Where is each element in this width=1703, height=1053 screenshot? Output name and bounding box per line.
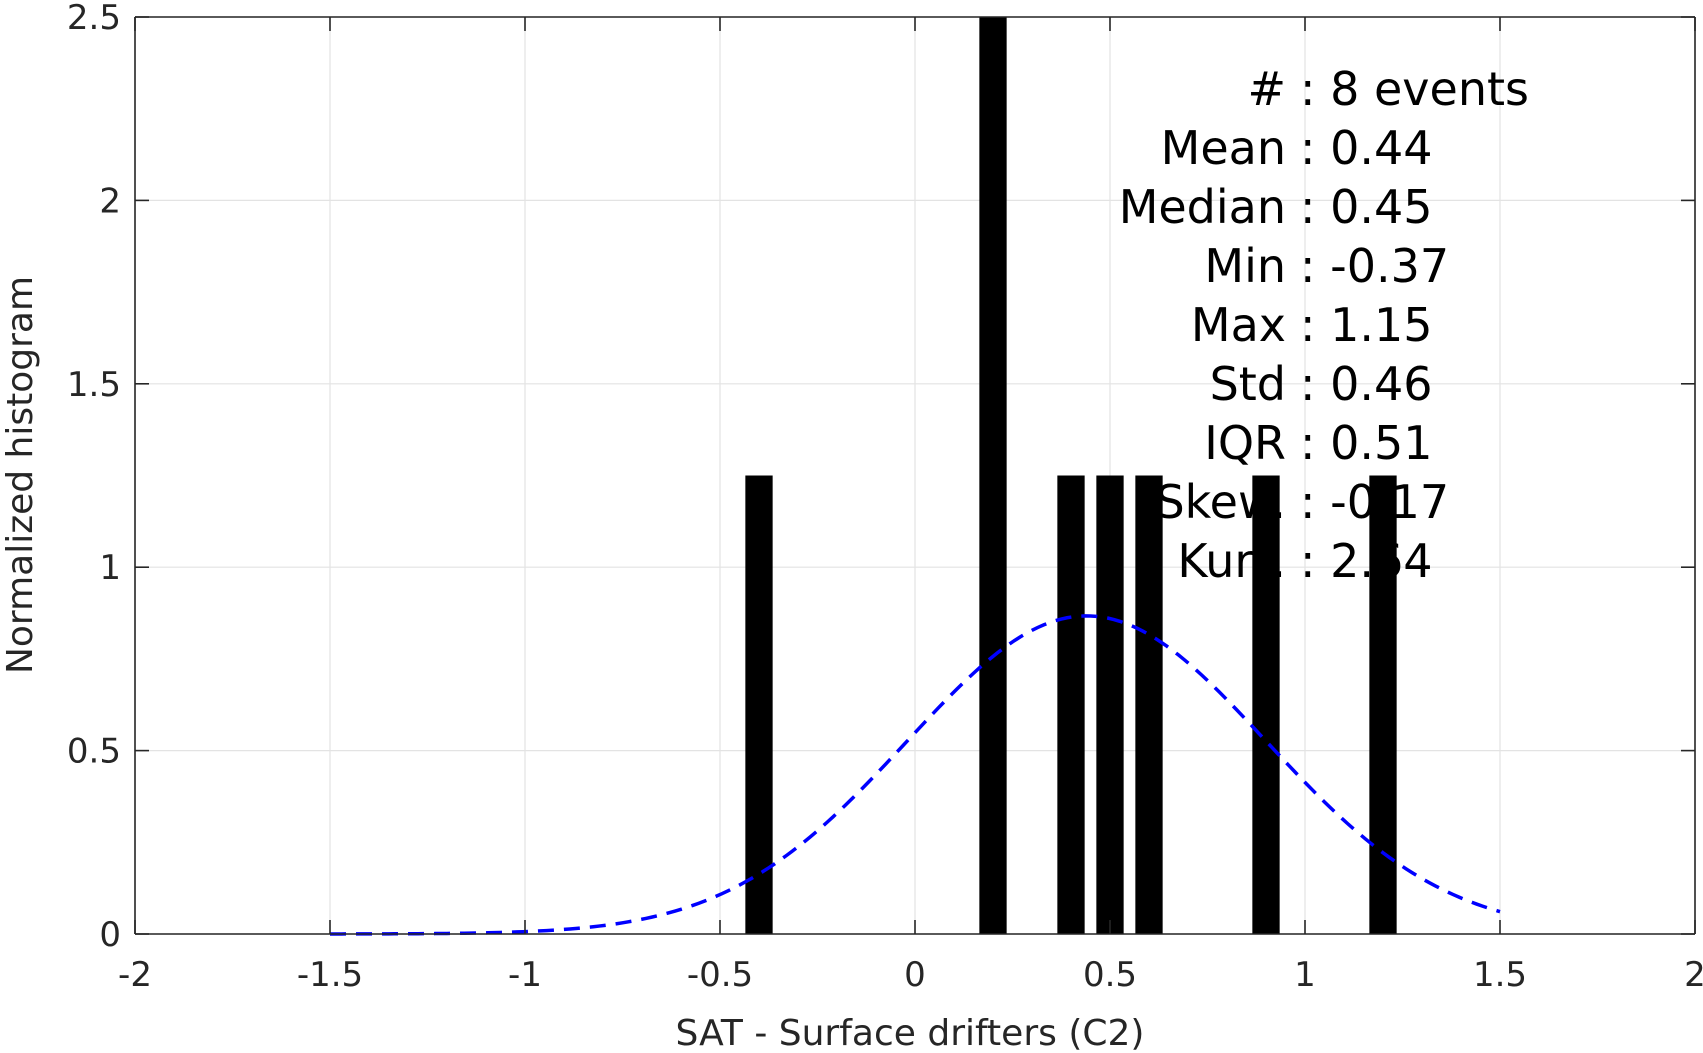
- x-tick-label: 1: [1294, 955, 1316, 995]
- x-tick-label: 2: [1684, 955, 1703, 995]
- tick-labels: -2 -1.5 -1 -0.5 0 0.5 1 1.5 2 0 0.5 1 1.5 2 2.5: [67, 0, 1703, 995]
- histogram-bar: [745, 475, 773, 934]
- stat-label: Median: [1119, 180, 1286, 234]
- stat-value: : -0.37: [1300, 239, 1449, 293]
- stat-label: Skew.: [1155, 475, 1286, 529]
- y-tick-label: 2: [99, 181, 121, 221]
- histogram-bar: [1096, 475, 1124, 934]
- x-tick-label: 1.5: [1473, 955, 1527, 995]
- stat-label: Max: [1191, 298, 1286, 352]
- stat-label: Kurt.: [1177, 534, 1286, 588]
- y-tick-label: 1: [99, 548, 121, 588]
- y-tick-label: 2.5: [67, 0, 121, 38]
- stats-annotation: # : 8 events Mean : 0.44 Median : 0.45 Min : -…: [1119, 62, 1529, 588]
- stat-label: Mean: [1161, 121, 1286, 175]
- x-tick-label: -0.5: [687, 955, 753, 995]
- y-tick-label: 0: [99, 915, 121, 955]
- y-tick-label: 0.5: [67, 732, 121, 772]
- stat-value: : 0.45: [1300, 180, 1433, 234]
- y-tick-label: 1.5: [67, 365, 121, 405]
- stat-value: : 0.46: [1300, 357, 1433, 411]
- histogram-bar: [1252, 475, 1280, 934]
- histogram-bar: [1057, 475, 1085, 934]
- x-axis-label: SAT - Surface drifters (C2): [676, 1013, 1145, 1053]
- x-tick-label: 0: [904, 955, 926, 995]
- stat-label: IQR: [1204, 416, 1286, 470]
- stat-label: #: [1247, 62, 1286, 116]
- stat-label: Min: [1204, 239, 1286, 293]
- histogram-bar: [979, 17, 1007, 934]
- y-axis-label: Normalized histogram: [0, 276, 41, 674]
- stat-value: : 0.51: [1300, 416, 1433, 470]
- x-tick-label: -1.5: [297, 955, 363, 995]
- x-tick-label: -2: [118, 955, 152, 995]
- x-tick-label: 0.5: [1083, 955, 1137, 995]
- x-tick-label: -1: [508, 955, 542, 995]
- stat-value: : 1.15: [1300, 298, 1433, 352]
- stat-value: : 8 events: [1300, 62, 1529, 116]
- histogram-bar: [1135, 475, 1163, 934]
- stat-value: : 0.44: [1300, 121, 1433, 175]
- axes: [134, 16, 1696, 935]
- stat-label: Std: [1210, 357, 1286, 411]
- stat-value: : 2.64: [1300, 534, 1433, 588]
- stat-value: : -0.17: [1300, 475, 1449, 529]
